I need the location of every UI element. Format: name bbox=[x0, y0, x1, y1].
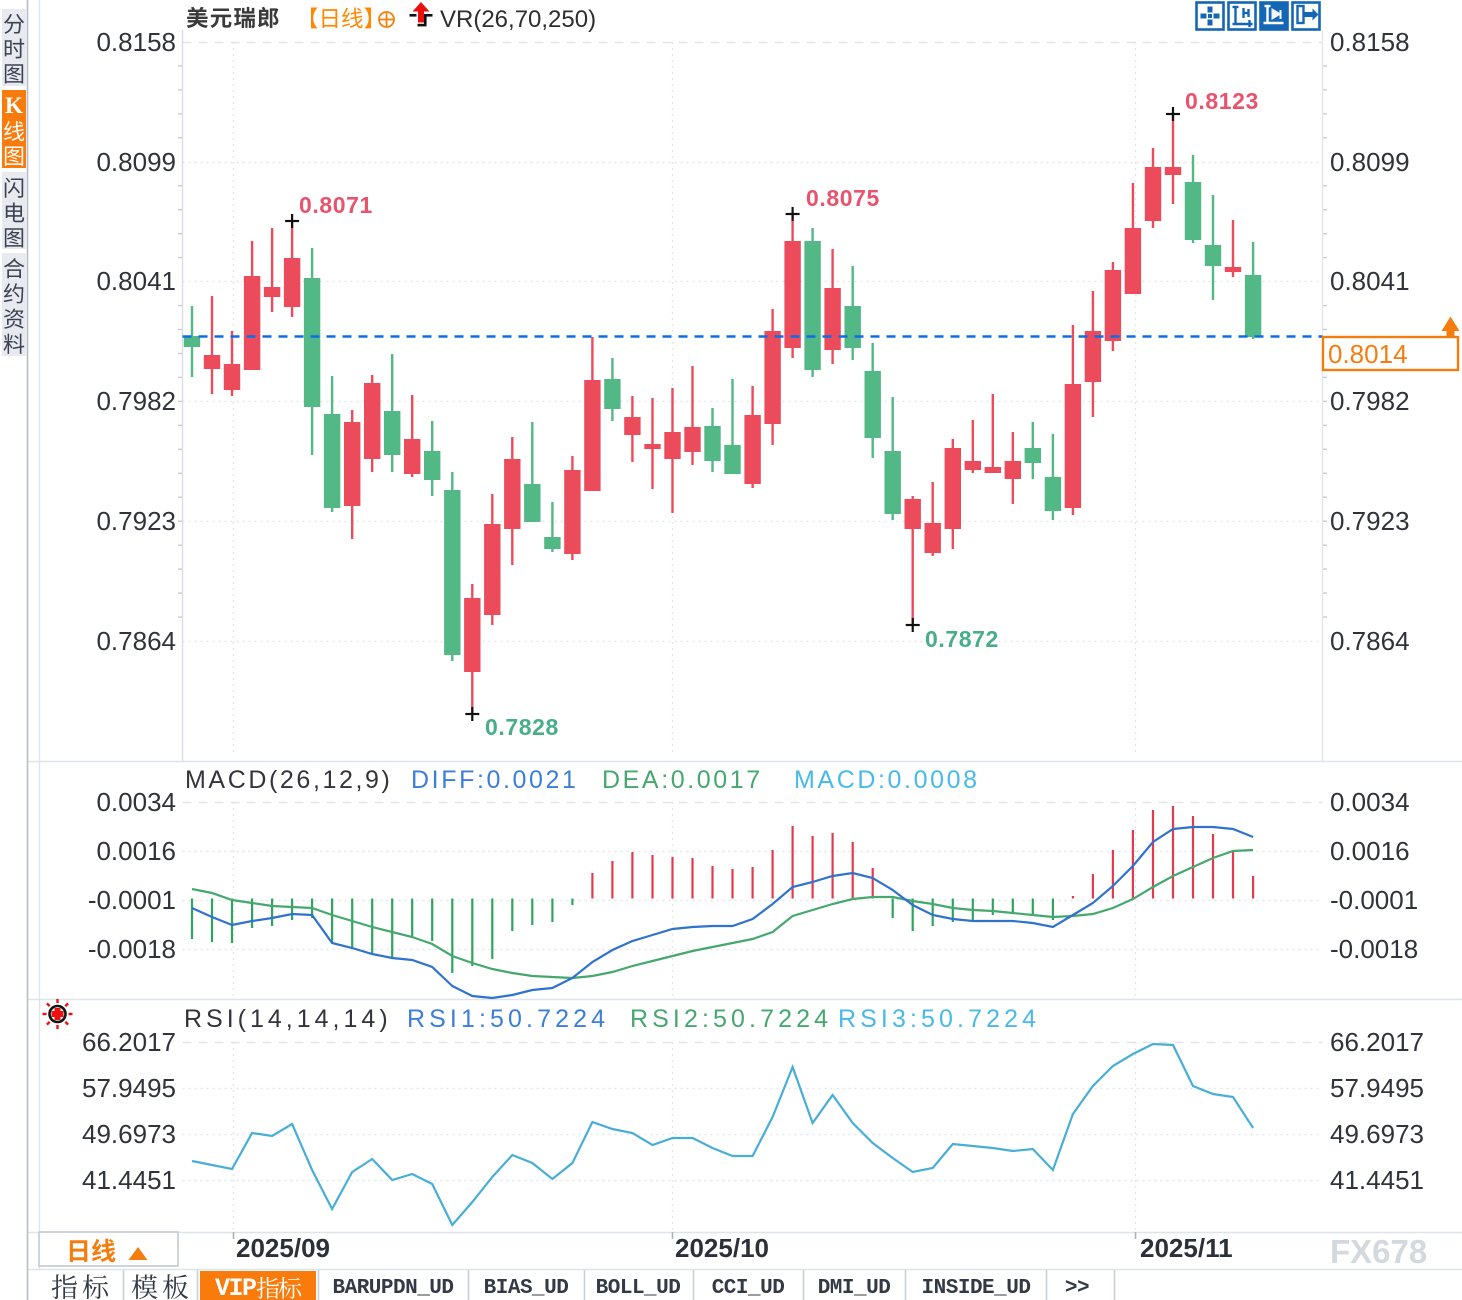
svg-text:41.4451: 41.4451 bbox=[82, 1165, 176, 1195]
svg-text:BOLL_UD: BOLL_UD bbox=[596, 1277, 681, 1300]
svg-text:0.8071: 0.8071 bbox=[299, 192, 373, 218]
svg-text:-0.0018: -0.0018 bbox=[88, 934, 176, 964]
svg-text:0.7828: 0.7828 bbox=[485, 714, 559, 740]
svg-text:0.8158: 0.8158 bbox=[1330, 27, 1410, 57]
svg-text:0.7982: 0.7982 bbox=[1330, 386, 1410, 416]
svg-text:0.8014: 0.8014 bbox=[1328, 339, 1408, 369]
svg-text:0.8041: 0.8041 bbox=[1330, 266, 1410, 296]
svg-text:0.8075: 0.8075 bbox=[806, 185, 880, 211]
svg-text:41.4451: 41.4451 bbox=[1330, 1165, 1424, 1195]
svg-text:CCI_UD: CCI_UD bbox=[712, 1277, 785, 1300]
svg-text:0.0034: 0.0034 bbox=[96, 787, 176, 817]
svg-text:BARUPDN_UD: BARUPDN_UD bbox=[332, 1277, 453, 1300]
svg-text:0.0016: 0.0016 bbox=[1330, 836, 1410, 866]
svg-text:RSI(14,14,14): RSI(14,14,14) bbox=[184, 1005, 392, 1033]
svg-text:49.6973: 49.6973 bbox=[82, 1119, 176, 1149]
svg-text:-0.0001: -0.0001 bbox=[88, 885, 176, 915]
svg-text:0.7872: 0.7872 bbox=[925, 626, 999, 652]
svg-text:VR(26,70,250): VR(26,70,250) bbox=[440, 6, 596, 33]
svg-text:DIFF:0.0021: DIFF:0.0021 bbox=[411, 766, 579, 794]
svg-text:RSI3:50.7224: RSI3:50.7224 bbox=[838, 1005, 1040, 1033]
svg-text:BIAS_UD: BIAS_UD bbox=[484, 1277, 569, 1300]
svg-text:0.7864: 0.7864 bbox=[1330, 626, 1410, 656]
svg-text:66.2017: 66.2017 bbox=[1330, 1027, 1424, 1057]
svg-text:MACD:0.0008: MACD:0.0008 bbox=[794, 766, 980, 794]
svg-text:0.0016: 0.0016 bbox=[96, 836, 176, 866]
svg-text:MACD(26,12,9): MACD(26,12,9) bbox=[185, 766, 392, 794]
svg-text:FX678: FX678 bbox=[1330, 1233, 1427, 1270]
svg-text:0.8099: 0.8099 bbox=[1330, 147, 1410, 177]
svg-text:2025/10: 2025/10 bbox=[675, 1233, 769, 1263]
svg-text:-0.0001: -0.0001 bbox=[1330, 885, 1418, 915]
svg-text:>>: >> bbox=[1065, 1277, 1089, 1300]
svg-text:2025/09: 2025/09 bbox=[236, 1233, 330, 1263]
svg-text:0.8041: 0.8041 bbox=[96, 266, 176, 296]
svg-text:0.8099: 0.8099 bbox=[96, 147, 176, 177]
svg-text:0.7923: 0.7923 bbox=[96, 506, 176, 536]
svg-text:0.7982: 0.7982 bbox=[96, 386, 176, 416]
svg-text:VIP: VIP bbox=[215, 1274, 256, 1300]
svg-text:DEA:0.0017: DEA:0.0017 bbox=[602, 766, 763, 794]
svg-text:0.7864: 0.7864 bbox=[96, 626, 176, 656]
svg-text:0.8123: 0.8123 bbox=[1185, 88, 1259, 114]
svg-text:DMI_UD: DMI_UD bbox=[818, 1277, 891, 1300]
svg-text:INSIDE_UD: INSIDE_UD bbox=[922, 1277, 1031, 1300]
svg-text:0.0034: 0.0034 bbox=[1330, 787, 1410, 817]
svg-text:0.7923: 0.7923 bbox=[1330, 506, 1410, 536]
svg-text:-0.0018: -0.0018 bbox=[1330, 934, 1418, 964]
svg-text:66.2017: 66.2017 bbox=[82, 1027, 176, 1057]
svg-text:K: K bbox=[5, 93, 23, 118]
svg-text:RSI1:50.7224: RSI1:50.7224 bbox=[407, 1005, 609, 1033]
svg-text:57.9495: 57.9495 bbox=[1330, 1073, 1424, 1103]
svg-text:RSI2:50.7224: RSI2:50.7224 bbox=[630, 1005, 832, 1033]
svg-text:0.8158: 0.8158 bbox=[96, 27, 176, 57]
svg-text:49.6973: 49.6973 bbox=[1330, 1119, 1424, 1149]
svg-text:57.9495: 57.9495 bbox=[82, 1073, 176, 1103]
svg-text:2025/11: 2025/11 bbox=[1140, 1233, 1233, 1263]
